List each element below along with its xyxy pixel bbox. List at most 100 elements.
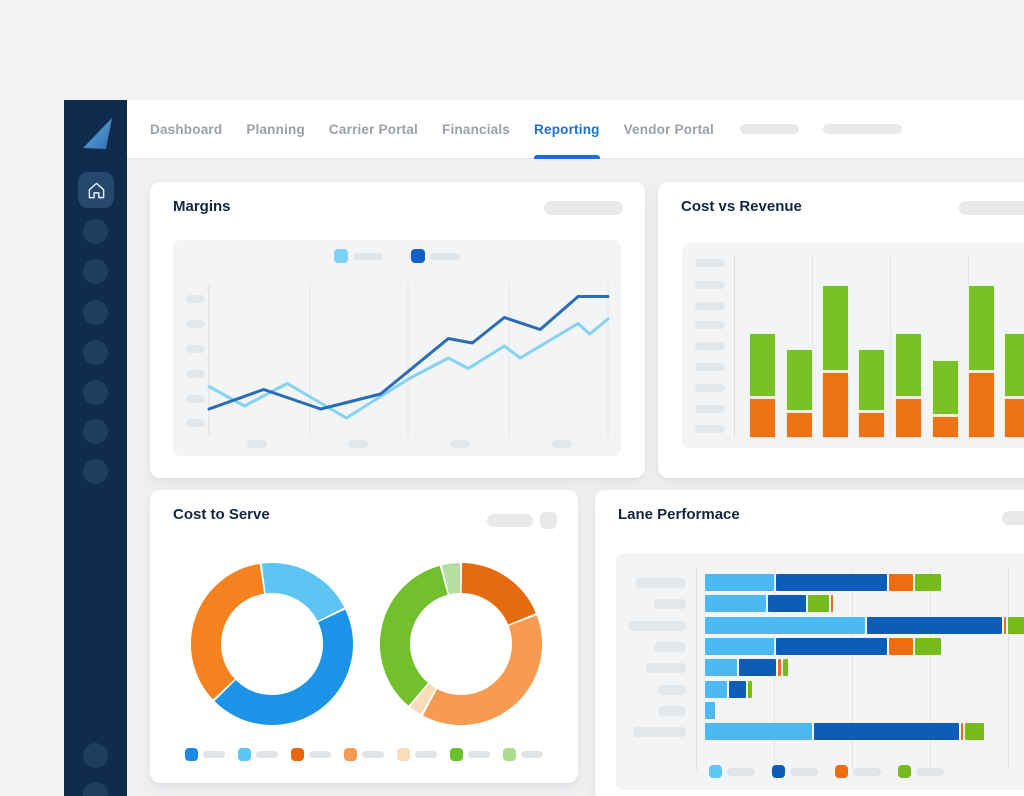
lane-bar-segment xyxy=(831,595,833,612)
nav-placeholder-pill[interactable] xyxy=(822,124,902,134)
sidebar-placeholder-item[interactable] xyxy=(83,419,108,444)
lane-bar-row xyxy=(705,681,752,698)
nav-placeholder-pill[interactable] xyxy=(739,124,799,134)
tab-carrier-portal[interactable]: Carrier Portal xyxy=(328,121,419,137)
lane-performance-header-placeholder[interactable] xyxy=(1002,511,1024,525)
legend-swatch xyxy=(503,748,516,761)
margins-x-tick-placeholder xyxy=(450,440,470,448)
cvr-y-tick-placeholder xyxy=(695,259,725,267)
cost-to-serve-legend xyxy=(150,748,578,761)
lane-bar-segment xyxy=(705,659,737,676)
margins-legend-item xyxy=(411,249,460,263)
sidebar-placeholder-item[interactable] xyxy=(83,259,108,284)
lane-y-tick-placeholder xyxy=(636,578,686,588)
lane-bar-segment xyxy=(776,574,887,591)
cvr-y-tick-placeholder xyxy=(695,321,725,329)
cvr-y-tick-placeholder xyxy=(695,302,725,310)
lane-bar-segment xyxy=(915,638,941,655)
lane-performance-legend xyxy=(616,765,1024,778)
cost-to-serve-header-icon-placeholder[interactable] xyxy=(540,512,557,529)
lane-bar-segment xyxy=(778,659,781,676)
lane-legend-item xyxy=(771,765,818,778)
cvr-bar xyxy=(858,349,885,438)
lane-bar-segment xyxy=(783,659,788,676)
legend-label-placeholder xyxy=(726,767,755,776)
lane-y-tick-placeholder xyxy=(646,663,686,673)
sidebar-placeholder-item[interactable] xyxy=(83,300,108,325)
lane-bar-segment xyxy=(768,595,806,612)
lane-bar-segment xyxy=(889,638,913,655)
cvr-bar xyxy=(895,332,922,438)
lane-bar-segment xyxy=(808,595,829,612)
cost-to-serve-card-title: Cost to Serve xyxy=(173,506,270,523)
series-light-blue xyxy=(207,317,610,420)
legend-swatch xyxy=(834,765,848,778)
cvr-y-tick-placeholder xyxy=(695,363,725,371)
lane-bar-segment xyxy=(965,723,984,740)
legend-swatch xyxy=(450,748,463,761)
cost-to-serve-donut-right xyxy=(380,563,542,725)
lane-performance-card: Lane Performace xyxy=(595,490,1024,796)
sidebar-placeholder-item[interactable] xyxy=(83,782,108,796)
legend-label-placeholder xyxy=(468,751,490,758)
cost-vs-revenue-header-placeholder[interactable] xyxy=(959,201,1024,215)
cvr-gridline xyxy=(812,256,813,438)
tab-planning[interactable]: Planning xyxy=(246,121,305,137)
cvr-bar xyxy=(1004,332,1024,438)
cvr-y-tick-placeholder xyxy=(695,281,725,289)
cost-to-serve-header-placeholder[interactable] xyxy=(487,514,533,527)
tab-dashboard[interactable]: Dashboard xyxy=(150,121,223,137)
legend-swatch xyxy=(238,748,251,761)
cvr-gridline xyxy=(734,256,735,438)
legend-label-placeholder xyxy=(353,252,383,260)
cvr-bar-cost-segment xyxy=(932,416,959,438)
margins-line-chart xyxy=(207,283,610,437)
legend-swatch xyxy=(291,748,304,761)
lane-bar-segment xyxy=(729,681,746,698)
sidebar-placeholder-item[interactable] xyxy=(83,340,108,365)
sidebar xyxy=(64,100,127,796)
margins-x-tick-placeholder xyxy=(348,440,368,448)
legend-label-placeholder xyxy=(415,751,437,758)
legend-label-placeholder xyxy=(789,767,818,776)
donut-segment xyxy=(214,609,353,725)
lane-legend-item xyxy=(834,765,881,778)
app-logo-icon[interactable] xyxy=(83,117,113,150)
legend-swatch xyxy=(411,249,425,263)
lane-gridline xyxy=(696,568,697,770)
legend-swatch xyxy=(334,249,348,263)
tab-vendor-portal[interactable]: Vendor Portal xyxy=(623,121,714,137)
sidebar-placeholder-item[interactable] xyxy=(83,743,108,768)
cvr-bar-revenue-segment xyxy=(968,285,995,372)
lane-bar-segment xyxy=(739,659,776,676)
margins-y-tick-placeholder xyxy=(186,395,205,403)
margins-y-tick-placeholder xyxy=(186,419,205,427)
donut-segment xyxy=(422,615,542,725)
margins-header-placeholder[interactable] xyxy=(544,201,623,215)
lane-bar-segment xyxy=(814,723,959,740)
margins-chart-panel xyxy=(173,240,621,456)
sidebar-item-home[interactable] xyxy=(78,172,114,208)
sidebar-placeholder-item[interactable] xyxy=(83,219,108,244)
lane-bar-segment xyxy=(705,723,812,740)
legend-label-placeholder xyxy=(521,751,543,758)
cvr-bar xyxy=(786,349,813,438)
legend-swatch xyxy=(344,748,357,761)
cvr-bar-revenue-segment xyxy=(932,360,959,416)
margins-legend xyxy=(173,249,621,263)
series-dark-blue xyxy=(207,295,610,411)
tab-financials[interactable]: Financials xyxy=(442,121,511,137)
cvr-bar xyxy=(822,285,849,438)
lane-bar-segment xyxy=(748,681,752,698)
lane-bar-segment xyxy=(705,595,766,612)
sidebar-placeholder-item[interactable] xyxy=(83,380,108,405)
cost-to-serve-legend-item xyxy=(397,748,437,761)
cvr-bar xyxy=(932,360,959,438)
sidebar-placeholder-item[interactable] xyxy=(83,459,108,484)
lane-y-tick-placeholder xyxy=(654,642,686,652)
lane-performance-card-title: Lane Performace xyxy=(618,506,740,523)
margins-y-tick-placeholder xyxy=(186,320,205,328)
legend-swatch xyxy=(708,765,722,778)
tab-reporting[interactable]: Reporting xyxy=(534,100,600,159)
